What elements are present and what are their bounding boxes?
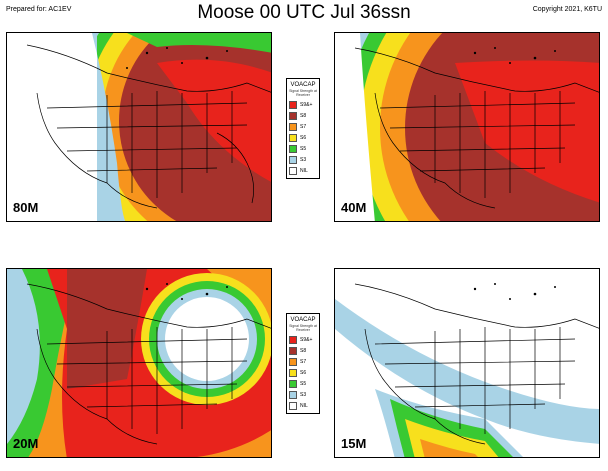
prepared-for: Prepared for: AC1EV	[6, 6, 72, 13]
legend-item-label: S7	[300, 358, 307, 365]
propagation-map-80m	[7, 33, 271, 221]
legend-item-label: S6	[300, 134, 307, 141]
legend-item-label: S8	[300, 112, 307, 119]
legend-swatch	[289, 357, 297, 366]
legend-swatch	[289, 111, 297, 120]
legend-swatch	[289, 346, 297, 355]
legend-bottom: VOACAP Signal Strength at Receiver S9&+ …	[286, 313, 320, 414]
legend-item: S8	[289, 345, 317, 356]
band-label-80m: 80M	[13, 200, 39, 215]
legend-item: S3	[289, 154, 317, 165]
legend-top: VOACAP Signal Strength at Receiver S9&+ …	[286, 78, 320, 179]
legend-item: S9&+	[289, 99, 317, 110]
legend-item: S5	[289, 143, 317, 154]
legend-item: S7	[289, 356, 317, 367]
map-panel-15m: 15M	[334, 268, 600, 458]
legend-item: S7	[289, 121, 317, 132]
legend-subtitle: Signal Strength at Receiver	[289, 89, 317, 97]
page-title: Moose 00 UTC Jul 36ssn	[197, 2, 411, 23]
legend-item-label: S6	[300, 369, 307, 376]
legend-item: NIL	[289, 165, 317, 176]
legend-item: S8	[289, 110, 317, 121]
legend-item-label: S9&+	[300, 336, 313, 343]
legend-item-label: NIL	[300, 402, 308, 409]
legend-swatch	[289, 122, 297, 131]
copyright: Copyright 2021, K6TU	[532, 6, 602, 13]
legend-item-label: S5	[300, 380, 307, 387]
legend-item: S6	[289, 132, 317, 143]
legend-swatch	[289, 379, 297, 388]
legend-swatch	[289, 166, 297, 175]
band-label-40m: 40M	[341, 200, 367, 215]
legend-item: NIL	[289, 400, 317, 411]
legend-swatch	[289, 368, 297, 377]
band-label-15m: 15M	[341, 436, 367, 451]
propagation-map-15m	[335, 269, 599, 457]
map-panel-40m: 40M	[334, 32, 600, 222]
legend-item-label: S8	[300, 347, 307, 354]
legend-item-label: S3	[300, 156, 307, 163]
propagation-map-20m	[7, 269, 271, 457]
propagation-map-40m	[335, 33, 599, 221]
legend-swatch	[289, 335, 297, 344]
legend-item: S6	[289, 367, 317, 378]
band-label-20m: 20M	[13, 436, 39, 451]
map-panel-20m: 20M	[6, 268, 272, 458]
legend-item-label: S9&+	[300, 101, 313, 108]
legend-swatch	[289, 100, 297, 109]
legend-subtitle: Signal Strength at Receiver	[289, 324, 317, 332]
legend-swatch	[289, 390, 297, 399]
legend-swatch	[289, 401, 297, 410]
legend-item-label: S3	[300, 391, 307, 398]
legend-swatch	[289, 133, 297, 142]
legend-item: S9&+	[289, 334, 317, 345]
legend-swatch	[289, 155, 297, 164]
legend-item: S5	[289, 378, 317, 389]
legend-title: VOACAP	[290, 82, 316, 88]
legend-item-label: S5	[300, 145, 307, 152]
legend-item: S3	[289, 389, 317, 400]
legend-swatch	[289, 144, 297, 153]
legend-item-label: S7	[300, 123, 307, 130]
map-panel-80m: 80M	[6, 32, 272, 222]
legend-item-label: NIL	[300, 167, 308, 174]
legend-title: VOACAP	[290, 317, 316, 323]
